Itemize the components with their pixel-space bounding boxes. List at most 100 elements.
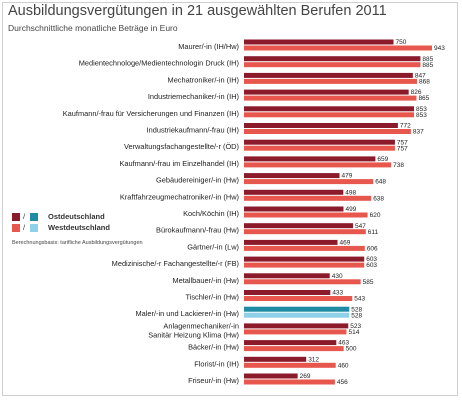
data-label-west: 543	[354, 296, 365, 303]
bar-west	[244, 195, 372, 201]
bar-west	[244, 112, 415, 118]
data-label-west: 620	[370, 212, 381, 219]
legend-swatch-ost-highlight	[30, 213, 38, 221]
category-label: Maurer/-in (IH/Hw)	[178, 42, 239, 51]
data-label-ost: 499	[345, 206, 356, 213]
bar-ost	[244, 306, 350, 312]
bar-west	[244, 329, 347, 335]
category-label: Kaufmann/-frau im Einzelhandel (IH)	[119, 159, 239, 168]
bar-ost	[244, 206, 344, 212]
data-label-west: 865	[418, 95, 429, 102]
bar-west	[244, 212, 368, 218]
bar-ost	[244, 189, 344, 195]
bar-west	[244, 279, 361, 285]
category-label: Gebäudereiniger/-in (Hw)	[156, 176, 239, 185]
data-label-west: 528	[351, 312, 362, 319]
data-label-ost: 469	[340, 240, 351, 247]
data-label-west: 648	[375, 179, 386, 186]
legend-label-west: Westdeutschland	[48, 223, 110, 232]
bar-ost	[244, 89, 409, 95]
category-label: Florist/-in (IH)	[194, 359, 239, 368]
bar-ost	[244, 106, 415, 112]
category-label: Kraftfahrzeugmechatroniker/-in (Hw)	[120, 192, 239, 201]
category-label: Medientechnologe/Medientechnologin Druck…	[79, 59, 239, 68]
bar-ost	[244, 56, 421, 62]
bar-ost	[244, 373, 298, 379]
category-label: Koch/Köchin (IH)	[183, 209, 239, 218]
data-label-west: 514	[348, 329, 359, 336]
data-label-west: 585	[363, 279, 374, 286]
basis-note: Berechnungsbasis: tarifliche Ausbildungs…	[12, 240, 143, 246]
data-label-ost: 826	[411, 89, 422, 96]
category-label: Anlagenmechaniker/-in	[163, 321, 239, 330]
category-label: Kaufmann/-frau für Versicherungen und Fi…	[63, 109, 239, 118]
data-label-ost: 547	[355, 223, 366, 230]
data-label-ost: 463	[338, 340, 349, 347]
category-label: Medizinische/-r Fachangestellte/-r (FB)	[112, 259, 239, 268]
data-label-ost: 757	[397, 139, 408, 146]
category-label: Industriemechaniker/-in (IH)	[148, 92, 239, 101]
data-label-ost: 430	[332, 273, 343, 280]
bar-west	[244, 62, 421, 68]
data-label-west: 885	[422, 62, 433, 69]
bar-west	[244, 379, 335, 385]
data-label-west: 500	[346, 346, 357, 353]
data-label-ost: 479	[341, 173, 352, 180]
data-label-ost: 659	[377, 156, 388, 163]
data-label-ost: 853	[416, 106, 427, 113]
bar-ost	[244, 239, 338, 245]
data-label-ost: 433	[332, 290, 343, 297]
bar-ost	[244, 290, 331, 295]
legend-label-ost: Ostdeutschland	[48, 212, 105, 221]
data-label-ost: 528	[351, 306, 362, 313]
bar-ost	[244, 72, 413, 78]
data-label-ost: 847	[415, 73, 426, 80]
bar-west	[244, 312, 350, 318]
bar-west	[244, 245, 365, 251]
bar-west	[244, 95, 417, 101]
bar-west	[244, 129, 411, 134]
bar-west	[244, 162, 392, 168]
data-label-west: 853	[416, 112, 427, 119]
legend-swatch-west-default	[12, 224, 20, 232]
legend-separator: /	[23, 212, 26, 221]
bar-west	[244, 179, 374, 185]
legend-separator: /	[23, 223, 26, 232]
bar-ost	[244, 123, 398, 128]
data-label-west: 837	[413, 129, 424, 136]
category-label: Verwaltungsfachangestellte/-r (ÖD)	[124, 142, 239, 151]
data-label-west: 638	[373, 195, 384, 202]
data-label-ost: 772	[400, 123, 411, 130]
bar-ost	[244, 356, 307, 362]
bar-ost	[244, 39, 394, 45]
category-label: Friseur/-in (Hw)	[188, 376, 239, 385]
chart-frame	[2, 2, 458, 396]
data-label-ost: 269	[300, 373, 311, 380]
chart-subtitle: Durchschnittliche monatliche Beträge in …	[8, 23, 178, 33]
legend-swatch-ost-default	[12, 213, 20, 221]
bar-west	[244, 229, 366, 235]
data-label-ost: 885	[422, 56, 433, 63]
bar-ost	[244, 323, 349, 329]
data-label-ost: 750	[396, 39, 407, 46]
category-label: Tischler/-in (Hw)	[185, 293, 239, 302]
data-label-west: 611	[368, 229, 379, 236]
data-label-ost: 498	[345, 189, 356, 196]
bar-ost	[244, 223, 354, 229]
category-label: Gärtner/-in (Lw)	[187, 242, 239, 251]
category-label: Metallbauer/-in (Hw)	[172, 276, 239, 285]
data-label-ost: 312	[308, 356, 319, 363]
bar-ost	[244, 273, 330, 279]
bar-west	[244, 145, 395, 151]
data-label-west: 757	[397, 145, 408, 152]
category-label: Sanitär Heizung Klima (Hw)	[148, 330, 239, 339]
data-label-west: 603	[366, 262, 377, 269]
category-label: Bürokaufmann/-frau (Hw)	[156, 226, 239, 235]
category-label: Mechatroniker/-in (IH)	[168, 75, 239, 84]
bar-ost	[244, 139, 395, 145]
data-label-ost: 523	[350, 323, 361, 330]
data-label-west: 456	[337, 379, 348, 386]
legend-swatch-west-highlight	[30, 224, 38, 232]
bar-west	[244, 78, 418, 84]
